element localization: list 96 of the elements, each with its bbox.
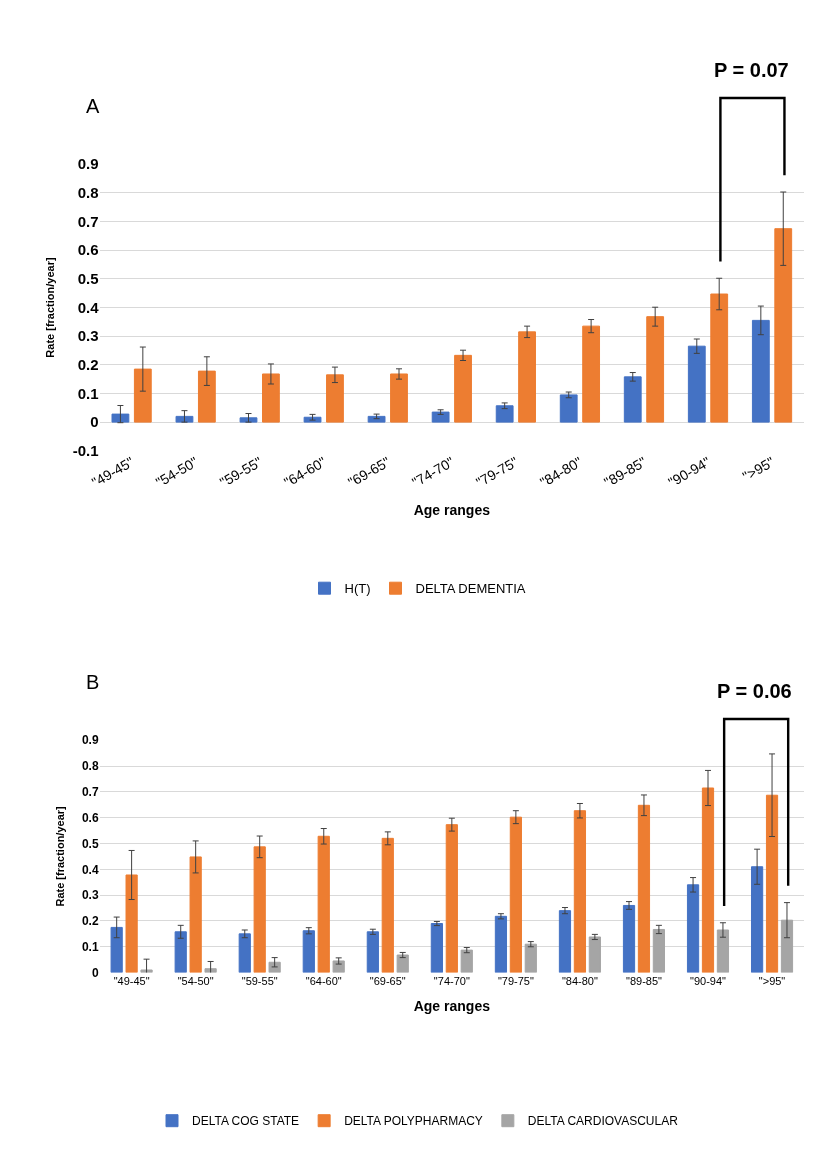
y-tick-label: 0.4 <box>77 298 100 316</box>
x-tick-label: "84-80" <box>561 974 598 987</box>
y-axis-title: Rate [fraction/year] <box>53 805 66 907</box>
bar <box>111 413 130 423</box>
bar <box>262 373 280 423</box>
bar <box>701 787 715 973</box>
bar <box>558 910 572 973</box>
text: P = 0.07 <box>714 59 789 81</box>
y-tick-label: 0.3 <box>81 888 99 903</box>
bar <box>518 331 536 423</box>
bar <box>445 824 458 973</box>
y-tick-label: 0.2 <box>77 356 99 374</box>
chart-title: B <box>86 671 100 693</box>
bar <box>646 316 665 423</box>
bar <box>751 319 770 423</box>
y-tick-label: 0.1 <box>81 939 99 954</box>
bar <box>454 354 472 423</box>
bar <box>710 293 729 423</box>
bar <box>559 394 578 423</box>
bar <box>140 969 153 973</box>
bar <box>431 411 450 423</box>
y-axis-title: Rate [fraction/year] <box>44 257 57 358</box>
y-tick-label: 0.7 <box>77 212 99 230</box>
bar <box>238 933 251 973</box>
x-tick-label: "79-75" <box>497 974 534 987</box>
bar <box>495 405 514 423</box>
legend-label: DELTA CARDIOVASCULAR <box>527 1114 679 1129</box>
legend-label: H(T) <box>344 581 371 597</box>
bar <box>189 856 202 973</box>
y-tick-label: 0.8 <box>81 759 99 774</box>
bar <box>509 816 522 973</box>
chart-title: A <box>86 95 100 117</box>
bar <box>302 930 315 973</box>
legend-label: DELTA COG STATE <box>192 1114 300 1129</box>
bar <box>622 904 636 973</box>
y-tick-label: 0.4 <box>81 862 99 877</box>
bar <box>430 923 443 973</box>
x-tick-label: "54-50" <box>177 974 214 987</box>
y-tick-label: 0 <box>91 965 99 980</box>
bar <box>637 804 651 973</box>
bar <box>317 835 330 973</box>
bar <box>204 968 217 973</box>
bar <box>396 954 409 973</box>
x-tick-label: "89-85" <box>625 974 663 987</box>
y-tick-label: 0.7 <box>81 785 99 800</box>
x-tick-label: "59-55" <box>241 974 278 987</box>
bar <box>174 931 187 973</box>
bar <box>686 884 700 973</box>
bar <box>460 949 473 973</box>
bar <box>652 928 665 973</box>
x-tick-label: "74-70" <box>433 974 470 987</box>
y-tick-label: 0.3 <box>77 327 99 345</box>
bar <box>582 325 601 423</box>
bar <box>326 374 344 423</box>
bar <box>687 345 706 423</box>
x-tick-label: "90-94" <box>690 974 727 987</box>
bar <box>366 931 379 973</box>
bar <box>524 943 537 973</box>
y-tick-label: -0.1 <box>72 442 99 460</box>
bar <box>750 866 764 973</box>
x-tick-label: ">95" <box>739 453 778 485</box>
bar <box>716 929 730 973</box>
y-tick-label: 0 <box>90 413 99 431</box>
x-tick-label: "49-45" <box>113 974 150 987</box>
x-tick-label: ">95" <box>758 974 786 987</box>
x-tick-label: "69-65" <box>369 974 406 987</box>
x-axis-title: Age ranges <box>413 997 491 1014</box>
legend-label: DELTA DEMENTIA <box>415 581 526 597</box>
y-tick-label: 0.5 <box>81 836 99 851</box>
bar <box>774 228 793 423</box>
y-tick-label: 0.9 <box>77 155 99 173</box>
bar <box>780 919 794 973</box>
y-tick-label: 0.6 <box>77 241 99 259</box>
bar <box>125 874 138 973</box>
x-axis-title: Age ranges <box>413 501 491 518</box>
bar <box>573 810 587 973</box>
bar <box>588 936 601 973</box>
y-tick-label: 0.5 <box>77 270 99 288</box>
bar <box>381 837 394 973</box>
y-tick-label: 0.6 <box>81 810 99 825</box>
bar <box>197 370 216 423</box>
text: P = 0.06 <box>717 680 792 702</box>
x-tick-label: "64-60" <box>305 974 342 987</box>
y-tick-label: 0.2 <box>81 914 99 929</box>
y-tick-label: 0.8 <box>77 184 99 202</box>
bar <box>390 373 408 423</box>
bar <box>253 846 266 973</box>
bar <box>110 926 123 973</box>
bar <box>765 794 779 973</box>
legend-label: DELTA POLYPHARMACY <box>344 1114 483 1129</box>
y-tick-label: 0.9 <box>81 733 99 748</box>
y-tick-label: 0.1 <box>77 384 99 402</box>
bar <box>133 368 152 423</box>
bar <box>367 415 386 423</box>
bar <box>623 376 642 423</box>
bar <box>494 915 508 973</box>
